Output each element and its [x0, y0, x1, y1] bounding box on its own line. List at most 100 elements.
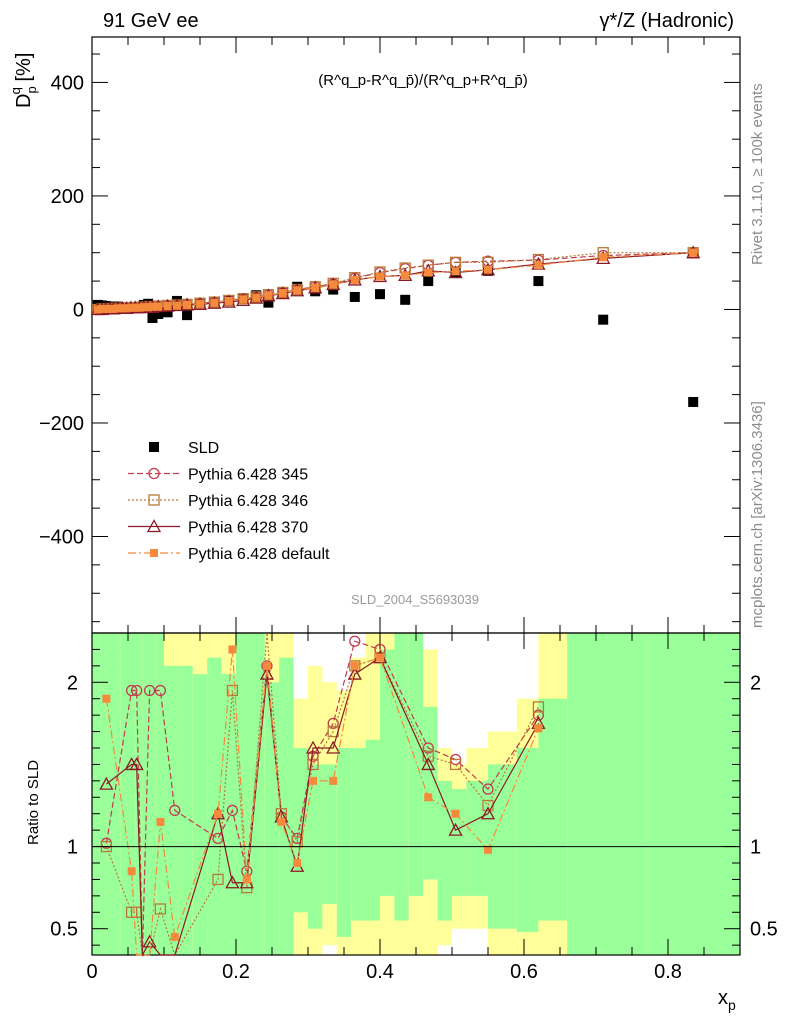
band-green: [264, 682, 280, 955]
band-green: [142, 633, 150, 955]
ratio-point-p346: [532, 701, 545, 713]
point-default: [154, 302, 163, 311]
legend-entry-p346: Pythia 6.428 346: [128, 493, 308, 510]
band-green: [279, 657, 294, 955]
legend-marker-sld: [149, 442, 159, 452]
ratio-point-default: [484, 845, 492, 854]
band-green: [646, 633, 740, 955]
series-default: [93, 248, 698, 314]
legend-label-sld: SLD: [188, 440, 219, 457]
ratio-point-p345: [482, 783, 494, 795]
ratio-point-default: [350, 661, 359, 670]
point-default: [278, 288, 287, 297]
band-green: [99, 633, 107, 955]
ratio-y-tick-label-right: 2: [750, 672, 761, 694]
top-plot-frame: [91, 36, 741, 634]
ratio-point-p345: [154, 684, 167, 697]
xlabel-main: x: [718, 987, 728, 1009]
ratio-line-p346: [105, 632, 539, 957]
ratio-point-p346: [307, 758, 319, 771]
point-sld: [375, 289, 385, 300]
band-green: [351, 748, 366, 921]
ratio-point-p346: [226, 684, 239, 697]
x-tick-label: 0.4: [366, 961, 394, 983]
point-default: [148, 302, 157, 311]
legend-label-p370: Pythia 6.428 370: [188, 520, 308, 537]
ratio-y-tick-label-left: 0.5: [50, 919, 78, 941]
legend-marker-default: [150, 549, 158, 557]
band-green: [567, 633, 647, 955]
point-sld: [147, 312, 158, 323]
ratio-point-p345: [532, 709, 545, 721]
ratio-point-p370: [326, 740, 341, 754]
ratio-point-default: [451, 809, 460, 818]
point-sld: [162, 307, 173, 318]
ratio-point-p370: [421, 757, 436, 771]
band-green: [423, 706, 438, 880]
legend-marker-p345: [148, 467, 160, 480]
band-green: [113, 633, 121, 955]
band-green: [192, 674, 208, 955]
ratio-point-p370: [142, 934, 157, 948]
band-green: [394, 633, 409, 921]
ratio-point-p345: [422, 742, 434, 754]
point-default: [183, 300, 192, 309]
band-green: [120, 633, 128, 955]
ratio-point-default: [534, 724, 543, 733]
ratio-plot-series: [99, 632, 546, 958]
band-green: [178, 665, 193, 955]
ratio-point-default: [156, 817, 165, 826]
point-default: [135, 303, 144, 312]
band-green: [250, 633, 265, 955]
top-y-tick-label: 200: [51, 186, 84, 208]
band-green: [293, 748, 308, 913]
top-y-tick-label: 0: [73, 299, 84, 321]
ratio-point-p346: [349, 660, 361, 672]
band-green: [156, 633, 164, 955]
legend-label-p346: Pythia 6.428 346: [188, 493, 308, 510]
top-y-tick-label: 400: [51, 72, 84, 94]
legend-marker-p346: [148, 494, 160, 506]
point-default: [424, 268, 433, 277]
point-default: [93, 305, 102, 314]
ratio-point-p345: [143, 684, 156, 697]
ratio-point-p345: [125, 684, 138, 697]
ratio-series-p370: [99, 650, 546, 958]
point-sld: [349, 291, 360, 302]
ratio-point-p345: [130, 684, 143, 697]
band-green: [452, 789, 467, 896]
ratio-point-p370: [448, 822, 463, 836]
band-green: [164, 665, 179, 955]
point-default: [252, 293, 261, 302]
ratio-point-default: [309, 776, 318, 785]
rivet-version-label: Rivet 3.1.10, ≥ 100k events: [749, 83, 766, 265]
point-default: [401, 271, 410, 280]
point-default: [210, 298, 219, 307]
top-plot-series: [90, 245, 701, 407]
point-default: [172, 301, 181, 310]
point-sld: [153, 308, 164, 319]
legend-entry-sld: SLD: [149, 440, 219, 457]
point-default: [224, 296, 233, 305]
legend: SLD Pythia 6.428 345 Pythia 6.428 346 Pythi…: [128, 440, 330, 563]
point-sld: [423, 276, 434, 287]
top-y-axis-label: Dpq [%]: [8, 53, 39, 108]
analysis-watermark: SLD_2004_S5693039: [351, 592, 479, 607]
point-default: [196, 299, 204, 308]
point-default: [139, 303, 148, 312]
ratio-y-axis-label: Ratio to SLD: [25, 760, 42, 845]
band-green: [365, 739, 380, 921]
band-green: [236, 633, 251, 955]
collision-energy-title: 91 GeV ee: [103, 10, 199, 32]
band-green: [149, 633, 157, 955]
ratio-point-p345: [349, 635, 361, 647]
ratio-point-default: [376, 653, 384, 662]
ylabel-sup: q: [8, 87, 23, 94]
point-sld: [171, 295, 182, 306]
xlabel-sub: p: [728, 997, 736, 1013]
ratio-point-p346: [212, 873, 224, 886]
x-axis-label: xp: [718, 987, 736, 1013]
point-default: [131, 303, 140, 312]
observable-formula: (R^q_p-R^q_p̄)/(R^q_p+R^q_p̄): [318, 72, 528, 89]
